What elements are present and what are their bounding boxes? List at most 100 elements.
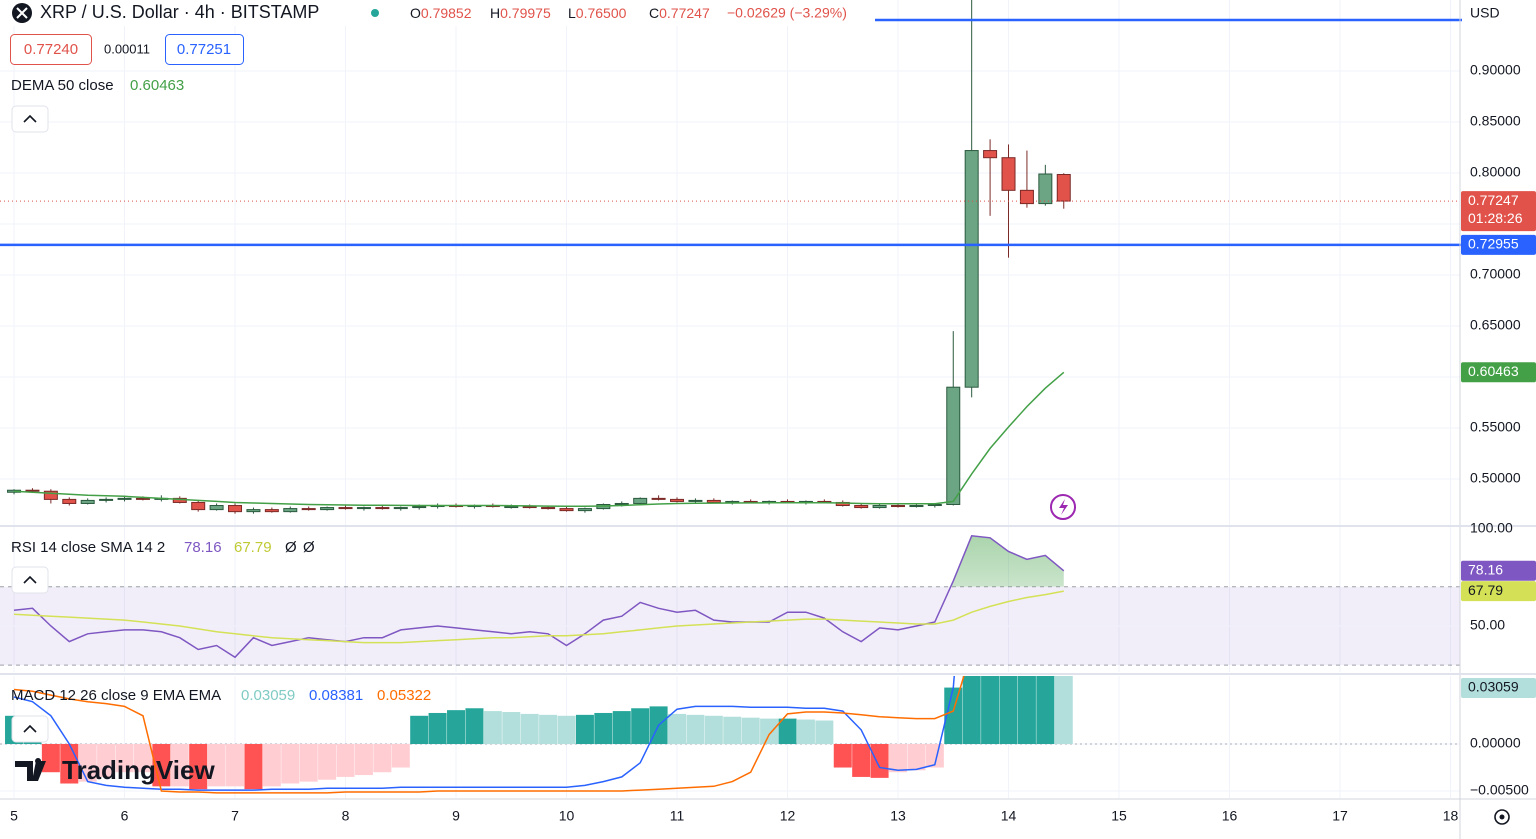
histogram-bar [502,712,521,745]
currency-box[interactable] [1462,0,1536,34]
candle-body [504,506,519,509]
candle-body [1001,157,1016,191]
ohlc-key: H [490,5,500,21]
x-tick-label: 6 [121,808,129,824]
collapse-button[interactable] [11,566,49,594]
histogram-bar [189,744,208,790]
histogram-bar [115,744,134,773]
candle-body [25,489,40,492]
candle-body [356,507,371,510]
histogram-bar [520,713,539,745]
alert-icon[interactable] [1050,494,1076,520]
y-tick-label: 50.00 [1470,617,1505,633]
ohlc-key: L [568,5,576,21]
header-bg [0,0,875,26]
candle-body [393,507,408,510]
histogram-bar [133,744,152,773]
histogram-bar [631,708,650,745]
histogram-bar [226,744,245,787]
histogram-bar [207,744,226,787]
x-tick-label: 17 [1332,808,1348,824]
settings-button[interactable] [1494,809,1510,825]
price-tag [1461,560,1536,581]
rsi-lines [13,534,1065,659]
y-tick-label: 100.00 [1470,520,1513,536]
overlay-value: 0.60463 [130,77,184,94]
y-tick-label: 0.90000 [1470,62,1521,78]
histogram-bar [1036,676,1055,745]
candle-body [320,507,335,511]
rsi-value: 78.16 [184,539,222,556]
logo[interactable]: TradingView [15,755,215,785]
candle-body [412,506,427,509]
histogram-bar [907,744,926,771]
y-tick-label: 0.65000 [1470,317,1521,333]
overlay-label: DEMA 50 close [11,77,114,94]
candles [0,0,1460,514]
ohlc-value: 0.79975 [500,5,551,21]
currency[interactable]: USD [1470,5,1500,21]
histogram-bar [539,714,558,745]
sell-button[interactable] [10,34,92,65]
candle-body [301,508,316,511]
y-tick-label: 0.85000 [1470,113,1521,129]
price-tag-label: 0.60463 [1468,363,1519,379]
rsi-sma-value: 67.79 [234,539,272,556]
candle-body [135,497,150,500]
logo-text: TradingView [62,755,215,785]
price-tag-label: 67.79 [1468,582,1503,598]
ohlc-item: C0.77247 [649,5,710,21]
histogram-bar [391,744,410,768]
candle-body [283,508,298,513]
candle-body [99,498,114,501]
price-tags: 0.77247 01:28:26 0.72955 0.60463 78.16 67.79 0… [1461,191,1536,698]
buy-button[interactable] [165,34,244,65]
histogram-bar [410,715,429,745]
histogram-bar [336,744,355,777]
histogram-bar [262,744,281,787]
histogram-bar [318,744,337,780]
candle-body [191,501,206,511]
macd-line [13,676,955,791]
collapse-button[interactable] [11,105,49,133]
candle-body [670,498,685,502]
histogram-bar [354,744,373,776]
overbought-fill [14,535,1064,587]
histogram-bar [483,711,502,745]
collapse-button[interactable] [11,715,49,743]
candle-body [264,509,279,513]
histogram-bar [152,744,171,787]
plot [0,0,1536,794]
price-tag-label: 78.16 [1468,561,1503,577]
histogram-bar [244,744,263,790]
symbol[interactable]: XRP / U.S. Dollar · 4h · BITSTAMP [40,2,319,22]
candle-body [633,497,648,504]
macd-line [13,676,965,794]
bid: 0.77240 [24,41,78,58]
macd [5,676,1073,794]
ohlc-key: O [410,5,421,21]
y-tick-label: 0.00000 [1470,735,1521,751]
market-status[interactable] [371,9,379,17]
countdown: 01:28:26 [1468,210,1523,226]
candle-body [228,505,243,513]
x-tick-label: 11 [670,808,685,824]
x-tick-label: 12 [780,808,796,824]
histogram-bar [760,718,779,745]
candle-body [909,505,924,508]
macd-hist-value: 0.03059 [241,687,295,704]
x-tick-label: 16 [1222,808,1238,824]
price-tag-label: 0.03059 [1468,679,1519,695]
x-tick-label: 8 [342,808,350,824]
candle-body [964,150,979,388]
histogram-bar [815,720,834,745]
candle-body [651,497,666,500]
rsi-line [13,590,1064,644]
histogram-bar [170,744,189,787]
histogram-bar [741,717,760,745]
price-tag [1461,234,1536,255]
candle-body [541,507,556,510]
ohlc-key: C [649,5,659,21]
